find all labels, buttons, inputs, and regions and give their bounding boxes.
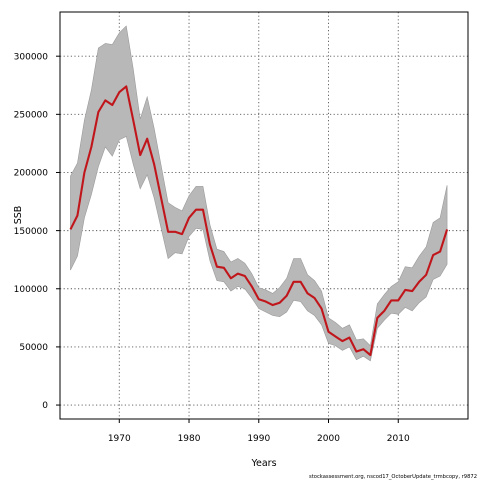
x-tick-label: 2010 xyxy=(387,434,410,444)
y-tick-label: 50000 xyxy=(19,343,48,353)
plot-frame xyxy=(59,11,469,420)
x-tick-label: 1980 xyxy=(178,434,201,444)
x-tick-label: 1970 xyxy=(108,434,131,444)
x-axis-ticks: 1970 1980 1990 2000 2010 xyxy=(108,419,410,444)
gridlines xyxy=(60,12,468,419)
y-tick-label: 200000 xyxy=(14,169,49,179)
x-axis-title: Years xyxy=(250,458,276,469)
y-axis-ticks: 0 50000 100000 150000 200000 250000 300000 xyxy=(14,52,60,411)
x-tick-label: 2000 xyxy=(317,434,340,444)
y-tick-label: 250000 xyxy=(14,111,49,121)
y-tick-label: 150000 xyxy=(14,227,49,237)
y-axis-title: SSB xyxy=(13,206,24,225)
x-tick-label: 1990 xyxy=(247,434,270,444)
y-tick-label: 100000 xyxy=(14,285,49,295)
y-tick-label: 0 xyxy=(42,401,48,411)
confidence-band xyxy=(70,25,448,362)
footer-credit: stockassessment.org, nscod17_OctoberUpda… xyxy=(309,474,477,480)
y-tick-label: 300000 xyxy=(14,52,49,62)
ssb-line xyxy=(69,85,449,357)
